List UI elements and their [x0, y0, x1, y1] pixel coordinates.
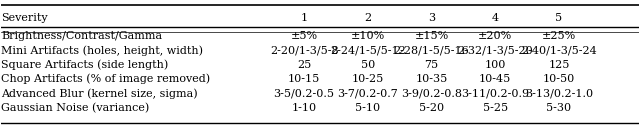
- Text: Mini Artifacts (holes, height, width): Mini Artifacts (holes, height, width): [1, 45, 204, 56]
- Text: 5-10: 5-10: [355, 103, 380, 113]
- Text: 1-10: 1-10: [291, 103, 317, 113]
- Text: 10-15: 10-15: [288, 74, 320, 84]
- Text: 2-28/1-5/5-16: 2-28/1-5/5-16: [394, 45, 469, 55]
- Text: 25: 25: [297, 60, 311, 70]
- Text: 5: 5: [556, 13, 563, 22]
- Text: 75: 75: [424, 60, 438, 70]
- Text: 125: 125: [548, 60, 570, 70]
- Text: 10-45: 10-45: [479, 74, 511, 84]
- Text: ±25%: ±25%: [542, 31, 576, 41]
- Text: 2-20/1-3/5-8: 2-20/1-3/5-8: [269, 45, 339, 55]
- Text: 5-20: 5-20: [419, 103, 444, 113]
- Text: 5-25: 5-25: [483, 103, 508, 113]
- Text: 3-9/0.2-0.8: 3-9/0.2-0.8: [401, 88, 462, 98]
- Text: 1: 1: [301, 13, 308, 22]
- Text: Advanced Blur (kernel size, sigma): Advanced Blur (kernel size, sigma): [1, 88, 198, 99]
- Text: 10-50: 10-50: [543, 74, 575, 84]
- Text: ±20%: ±20%: [478, 31, 513, 41]
- Text: 5-30: 5-30: [547, 103, 572, 113]
- Text: ±5%: ±5%: [291, 31, 317, 41]
- Text: 2-24/1-5/5-12: 2-24/1-5/5-12: [330, 45, 406, 55]
- Text: 10-25: 10-25: [351, 74, 384, 84]
- Text: 3: 3: [428, 13, 435, 22]
- Text: ±15%: ±15%: [414, 31, 449, 41]
- Text: 10-35: 10-35: [415, 74, 447, 84]
- Text: 3-13/0.2-1.0: 3-13/0.2-1.0: [525, 88, 593, 98]
- Text: 4: 4: [492, 13, 499, 22]
- Text: 3-11/0.2-0.9: 3-11/0.2-0.9: [461, 88, 529, 98]
- Text: Severity: Severity: [1, 13, 48, 22]
- Text: Square Artifacts (side length): Square Artifacts (side length): [1, 59, 168, 70]
- Text: 3-7/0.2-0.7: 3-7/0.2-0.7: [337, 88, 398, 98]
- Text: 2-32/1-3/5-20: 2-32/1-3/5-20: [458, 45, 533, 55]
- Text: ±10%: ±10%: [351, 31, 385, 41]
- Text: 2-40/1-3/5-24: 2-40/1-3/5-24: [521, 45, 597, 55]
- Text: Brightness/Contrast/Gamma: Brightness/Contrast/Gamma: [1, 31, 163, 41]
- Text: 50: 50: [361, 60, 375, 70]
- Text: 100: 100: [484, 60, 506, 70]
- Text: 2: 2: [364, 13, 371, 22]
- Text: 3-5/0.2-0.5: 3-5/0.2-0.5: [273, 88, 335, 98]
- Text: Gaussian Noise (variance): Gaussian Noise (variance): [1, 102, 150, 113]
- Text: Chop Artifacts (% of image removed): Chop Artifacts (% of image removed): [1, 74, 211, 84]
